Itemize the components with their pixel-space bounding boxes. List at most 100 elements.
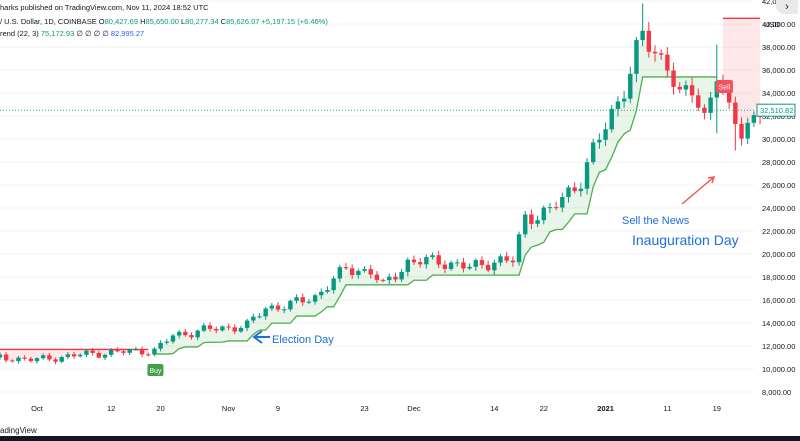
candle-body (325, 290, 330, 292)
y-tick-label: 8,000.00 (762, 388, 791, 397)
indicator-name: rend (22, 3) (0, 29, 39, 38)
candle-body (393, 276, 398, 280)
candle-body (498, 256, 503, 263)
candle-body (479, 260, 485, 265)
x-tick-label: 22 (540, 404, 548, 413)
candle-body (195, 330, 200, 338)
candle-body (584, 162, 590, 189)
candle-body (671, 70, 676, 87)
candle-body (269, 305, 275, 309)
x-tick-label: Nov (222, 404, 236, 413)
candle-body (263, 308, 268, 317)
candle-body (374, 274, 380, 280)
chevron-right-icon[interactable]: › (776, 0, 798, 14)
buy-badge (147, 364, 164, 376)
sell-badge (715, 80, 733, 93)
y-tick-label: 16,000.00 (762, 296, 795, 305)
candle-body (312, 295, 318, 302)
candle-body (232, 327, 237, 332)
candle-body (696, 95, 701, 108)
candle-body (343, 267, 349, 269)
candle-body (516, 234, 522, 263)
x-tick-label: 20 (156, 404, 164, 413)
candle-body (430, 255, 435, 258)
candle-body (387, 276, 392, 281)
candle-body (467, 266, 472, 269)
candle-body (78, 354, 83, 357)
candle-body (152, 348, 157, 355)
candle-body (176, 331, 182, 336)
candle-body (65, 354, 71, 358)
candle-body (300, 297, 305, 303)
candle-body (115, 349, 120, 352)
candle-body (306, 301, 312, 303)
ohlc-key: H (140, 17, 146, 26)
candle-body (751, 115, 757, 123)
candle-body (170, 335, 176, 342)
candle-body (71, 354, 77, 357)
ohlc-open: O80,427.69 (99, 17, 138, 26)
candle-body (220, 326, 225, 331)
candle-body (436, 255, 441, 265)
candle-body (40, 355, 46, 359)
y-tick-label: 14,000.00 (762, 319, 795, 328)
candle-body (0, 354, 3, 358)
indicator-value-2: 82,995.27 (110, 29, 145, 38)
candle-body (207, 325, 213, 329)
y-tick-label: 12,000.00 (762, 342, 795, 351)
candle-body (238, 327, 244, 332)
indicator-legend[interactable]: rend (22, 3) 75,172.93 ∅ ∅ ∅ ∅ 82,995.27 (0, 29, 144, 38)
last-price-box (756, 103, 796, 117)
price-axis: 8,000.00 10,000.00 12,000.00 14,000.00 16,00… (0, 0, 796, 397)
candle-body (708, 97, 713, 113)
y-tick-label: 30,000.00 (762, 135, 795, 144)
publish-info: harks published on TradingView.com, Nov … (0, 3, 209, 12)
candle-body (442, 264, 448, 269)
election-arrow-icon (252, 330, 270, 344)
y-tick-label: 22,000.00 (762, 227, 795, 236)
ohlc-value: 80,277.34 (185, 17, 219, 26)
candle-body (529, 214, 534, 224)
candlestick-series (0, 3, 763, 365)
sell-news-label: Sell the News (622, 215, 690, 227)
candle-body (257, 316, 262, 318)
footer-brand: adingView (0, 426, 37, 435)
candle-body (591, 142, 596, 163)
y-tick-label: 24,000.00 (762, 204, 795, 213)
candle-body (566, 187, 571, 197)
time-axis: Oct 12 20 Nov 9 23 Dec 14 22 2021 11 19 (31, 404, 721, 413)
candle-body (411, 259, 417, 263)
candle-body (640, 30, 645, 41)
candle-body (96, 352, 101, 358)
candle-body (108, 349, 114, 355)
x-tick-label: Oct (31, 404, 44, 413)
candle-body (201, 325, 207, 331)
candle-body (461, 262, 466, 269)
candle-body (535, 220, 540, 224)
candle-body (399, 271, 404, 280)
candle-body (319, 291, 324, 296)
candle-body (16, 357, 21, 362)
ohlc-value: 80,427.69 (104, 17, 139, 26)
candle-body (226, 326, 231, 328)
candle-body (578, 188, 584, 192)
candle-body (164, 341, 169, 343)
chart-annotations: Buy Sell Election Day Sell the News Inaugura… (147, 80, 739, 376)
ohlc-key: L (181, 17, 186, 26)
sell-label: Sell (719, 85, 731, 92)
candle-body (244, 320, 250, 328)
election-label: Election Day (272, 334, 334, 346)
candle-body (665, 54, 670, 71)
candle-body (658, 53, 664, 55)
candle-body (609, 108, 614, 130)
price-change: +5,197.15 (+6.46%) (261, 17, 328, 26)
candle-body (331, 278, 336, 291)
candle-body (733, 102, 738, 125)
ohlc-key: O (98, 17, 105, 26)
candle-body (634, 40, 639, 74)
candle-body (3, 354, 9, 361)
y-tick-label: 20,000.00 (762, 250, 795, 259)
supertrend-up-fill (154, 35, 717, 355)
candle-body (405, 259, 410, 272)
